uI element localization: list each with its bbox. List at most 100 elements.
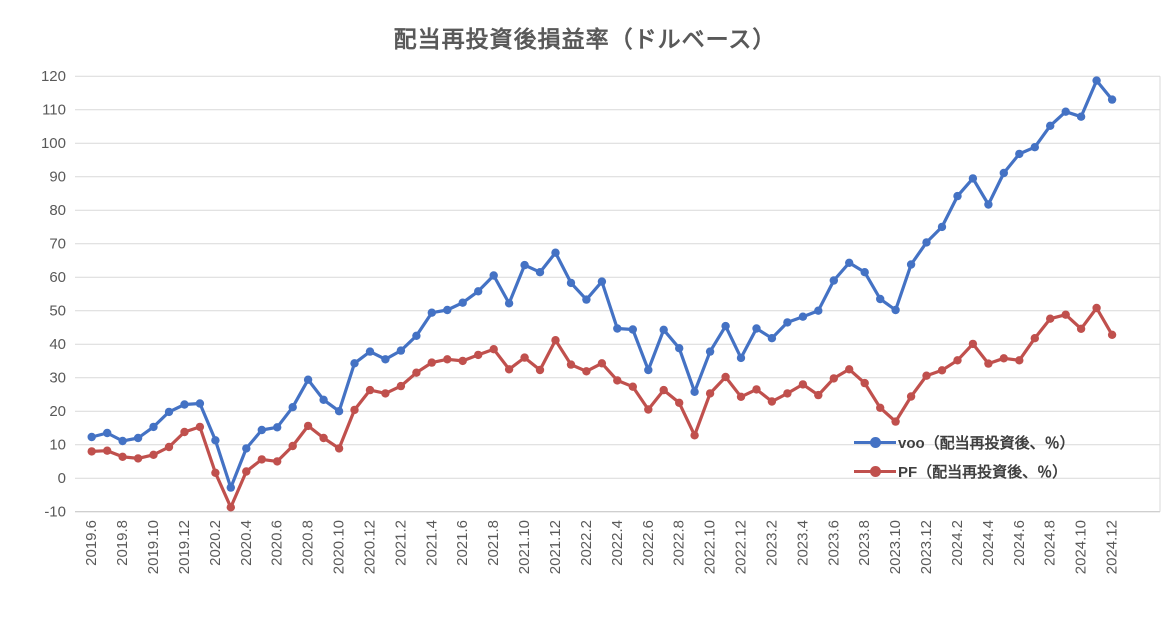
data-point	[535, 268, 545, 277]
data-point	[767, 334, 777, 343]
data-point	[953, 356, 962, 365]
legend-label-pf: PF（配当再投資後、％）	[898, 463, 1068, 481]
series-pf[interactable]	[87, 303, 1117, 512]
data-point	[103, 446, 112, 455]
x-tick-label: 2024.8	[1042, 520, 1059, 566]
data-point	[999, 354, 1008, 363]
chart-title[interactable]: 配当再投資後損益率（ドルベース）	[393, 26, 777, 52]
data-point	[814, 306, 823, 315]
data-point	[1015, 356, 1024, 365]
legend: voo（配当再投資後、％） PF（配当再投資後、％）	[854, 431, 1075, 482]
data-point	[860, 268, 869, 277]
data-point	[876, 294, 885, 304]
data-point	[1107, 330, 1117, 339]
data-point	[845, 365, 854, 374]
data-point	[87, 447, 96, 456]
x-tick-label: 2022.12	[733, 520, 750, 574]
data-point	[860, 378, 869, 388]
data-point	[582, 367, 591, 376]
data-point	[1076, 324, 1086, 333]
data-point	[705, 389, 715, 398]
data-point	[458, 356, 467, 366]
data-point	[365, 385, 375, 395]
data-point	[937, 222, 947, 232]
data-point	[489, 345, 498, 354]
x-tick-label: 2019.10	[145, 520, 162, 574]
x-tick-label: 2022.2	[578, 520, 595, 566]
data-point	[628, 325, 637, 334]
data-point	[133, 433, 143, 443]
x-tick-label: 2023.6	[825, 520, 842, 566]
data-point	[1015, 149, 1024, 159]
series-voo[interactable]	[87, 76, 1117, 492]
data-point	[303, 375, 313, 384]
data-point	[443, 355, 452, 364]
y-tick-label: 50	[49, 303, 66, 320]
data-point	[118, 436, 127, 446]
data-point	[891, 417, 900, 426]
y-tick-label: 10	[49, 437, 66, 454]
data-point	[164, 442, 174, 452]
x-tick-label: 2023.8	[856, 520, 873, 566]
data-point	[922, 238, 931, 247]
data-point	[551, 248, 560, 257]
y-tick-label: 70	[49, 236, 66, 253]
data-point	[180, 400, 189, 409]
x-tick-label: 2023.2	[763, 520, 780, 566]
data-point	[968, 339, 978, 349]
y-tick-label: 110	[42, 102, 66, 119]
data-point	[613, 324, 622, 333]
x-tick-label: 2024.6	[1011, 520, 1028, 566]
y-tick-label: 60	[49, 269, 66, 286]
data-point	[334, 444, 344, 453]
data-point	[427, 308, 436, 317]
data-point	[783, 318, 792, 327]
y-tick-label: 90	[49, 169, 66, 186]
data-point	[365, 347, 375, 356]
data-point	[149, 422, 158, 432]
data-point	[118, 452, 127, 461]
legend-entry-voo[interactable]: voo（配当再投資後、％）	[854, 431, 1075, 453]
y-tick-label: 30	[49, 370, 66, 387]
data-point	[906, 392, 916, 401]
x-tick-label: 2024.10	[1073, 520, 1090, 574]
x-tick-label: 2022.6	[640, 520, 657, 566]
data-point	[350, 405, 359, 415]
data-point	[242, 444, 251, 453]
data-point	[520, 260, 529, 270]
data-point	[319, 433, 328, 443]
gridlines	[75, 75, 1161, 513]
data-point	[1092, 76, 1101, 85]
x-tick-label: 2024.4	[980, 520, 997, 566]
data-point	[968, 174, 978, 183]
data-point	[752, 385, 761, 394]
data-point	[303, 421, 313, 431]
data-point	[1046, 121, 1055, 130]
data-point	[721, 372, 730, 382]
data-point	[566, 360, 576, 369]
x-tick-label: 2023.10	[887, 520, 904, 574]
data-point	[257, 425, 266, 435]
x-axis[interactable]: 2019.6 2019.8 2019.10 2019.12 2020.2 2020.4 20…	[83, 520, 1120, 574]
data-point	[798, 312, 808, 321]
data-point	[1061, 310, 1070, 319]
data-point	[350, 359, 359, 368]
legend-entry-pf[interactable]: PF（配当再投資後、％）	[854, 460, 1075, 482]
legend-label-voo: voo（配当再投資後、％）	[898, 434, 1075, 452]
data-point	[381, 355, 390, 364]
data-point	[520, 353, 529, 362]
data-point	[103, 428, 112, 438]
x-tick-label: 2021.2	[392, 520, 409, 566]
data-point	[690, 431, 699, 440]
x-tick-label: 2020.4	[238, 520, 255, 566]
y-tick-label: 80	[49, 202, 66, 219]
data-point	[891, 305, 900, 315]
data-point	[211, 468, 220, 477]
data-point	[845, 258, 854, 267]
data-point	[180, 427, 189, 437]
data-point	[1092, 303, 1101, 313]
data-point	[458, 298, 467, 307]
data-point	[906, 260, 916, 269]
x-tick-label: 2022.8	[671, 520, 688, 566]
